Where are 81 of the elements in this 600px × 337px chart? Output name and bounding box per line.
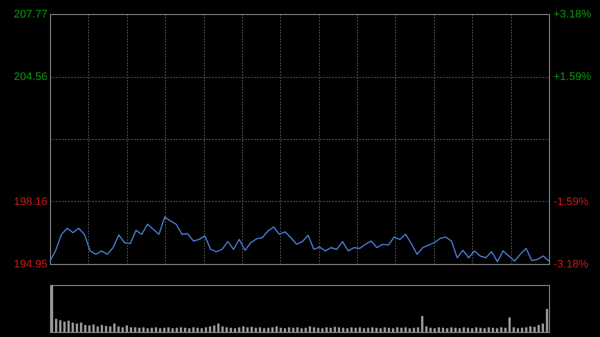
bar (330, 328, 332, 332)
bar (84, 324, 86, 332)
y-tick-label: 194.95 (14, 258, 48, 270)
bar (126, 325, 128, 332)
bar (462, 327, 465, 332)
bar (217, 324, 220, 332)
bar (242, 326, 244, 332)
bar (176, 328, 178, 332)
bar (304, 328, 307, 332)
y2-tick-label: -1.59% (554, 196, 589, 208)
bar (538, 324, 540, 332)
bar (96, 326, 99, 332)
bar (163, 328, 166, 332)
bar (213, 325, 216, 332)
bar (200, 328, 203, 332)
bar (542, 324, 544, 332)
y2-tick-label: +3.18% (554, 8, 592, 20)
bar (150, 328, 153, 332)
bar (230, 328, 232, 332)
y-tick-label: 204.56 (14, 71, 48, 84)
bar (371, 327, 374, 332)
bar (450, 327, 452, 332)
bar (284, 328, 286, 332)
bar (171, 328, 174, 332)
bar (275, 326, 278, 332)
bar (238, 327, 240, 332)
bar (342, 328, 344, 332)
y2-tick-label: -3.18% (554, 258, 589, 270)
bar (488, 327, 490, 332)
y-tick-label: 207.77 (14, 8, 48, 20)
bar (292, 328, 294, 332)
bar (408, 328, 411, 332)
bar (67, 320, 70, 332)
bar (334, 326, 336, 332)
bar (122, 327, 124, 332)
bar (113, 324, 116, 332)
bar (500, 327, 502, 332)
bar (384, 327, 386, 332)
bar (458, 328, 461, 332)
y2-tick-label: +1.59% (554, 71, 592, 83)
line-series (49, 216, 550, 262)
bar (317, 328, 320, 332)
bar (446, 328, 448, 332)
bar (434, 328, 436, 332)
bar (366, 328, 370, 332)
bar (267, 328, 270, 332)
bar (134, 327, 136, 332)
bar (346, 328, 348, 332)
bar (358, 327, 361, 332)
bar (158, 328, 162, 332)
bar (512, 327, 515, 332)
bar (496, 328, 498, 332)
bar (262, 328, 266, 332)
bar (146, 328, 149, 332)
bar (138, 328, 140, 332)
bar (321, 328, 324, 332)
bar (421, 316, 424, 332)
bar (379, 328, 382, 332)
bar (471, 328, 474, 332)
bar (354, 328, 357, 332)
bar (529, 326, 532, 332)
bar (475, 327, 478, 332)
bar (226, 327, 228, 332)
bar (362, 328, 366, 332)
bar (254, 328, 257, 332)
bar (438, 327, 440, 332)
bar (280, 328, 282, 332)
bar (396, 327, 398, 332)
y-tick-label: 198.16 (14, 196, 48, 208)
bar (516, 328, 520, 332)
bar (392, 328, 394, 332)
bar (483, 328, 486, 332)
bar (54, 318, 58, 332)
bar (59, 320, 62, 332)
bar (72, 322, 74, 332)
bar (525, 327, 528, 332)
bar (109, 326, 112, 332)
bar (234, 328, 236, 332)
bar (188, 328, 190, 332)
bar (250, 326, 253, 332)
bar (300, 328, 303, 332)
